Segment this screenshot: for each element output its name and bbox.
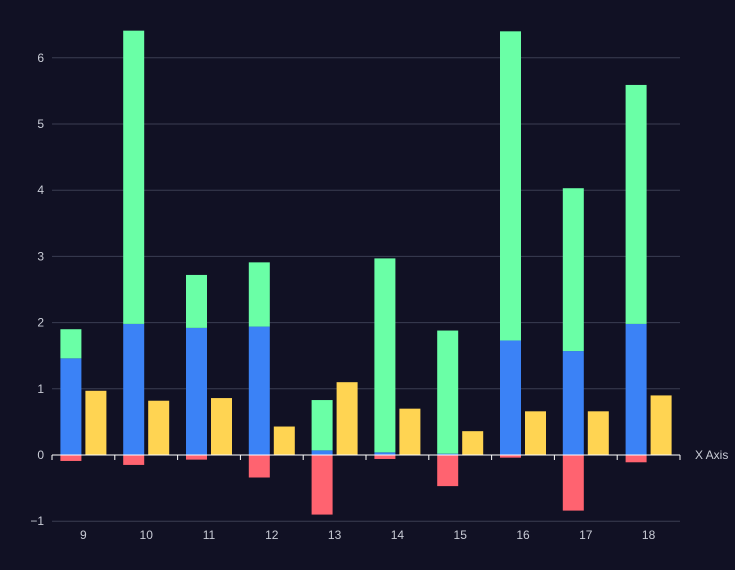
bar-stack-2-15 bbox=[437, 455, 459, 487]
x-tick-label: 16 bbox=[516, 528, 530, 542]
bar-stack-2-11 bbox=[186, 455, 207, 460]
bar-stack-0-17 bbox=[562, 351, 584, 455]
x-axis bbox=[51, 454, 681, 460]
bar-side-0-18 bbox=[650, 395, 672, 455]
x-tick-label: 10 bbox=[140, 528, 154, 542]
bar-stack-0-13 bbox=[311, 450, 333, 455]
bar-stack-2-9 bbox=[60, 455, 82, 461]
bar-stack-0-15 bbox=[437, 453, 459, 455]
y-tick-label: 4 bbox=[37, 183, 44, 197]
bar-side-0-11 bbox=[211, 398, 232, 455]
bar-stack-2-17 bbox=[562, 455, 584, 511]
bar-stack-2-12 bbox=[248, 455, 270, 478]
x-tick-label: 17 bbox=[579, 528, 593, 542]
bar-stack-1-15 bbox=[437, 330, 459, 454]
x-tick-label: 14 bbox=[391, 528, 405, 542]
bar-stack-0-9 bbox=[60, 358, 82, 455]
bar-stack-0-10 bbox=[123, 323, 145, 455]
grid bbox=[52, 57, 680, 522]
bar-stack-1-12 bbox=[248, 262, 270, 327]
bar-stack-1-14 bbox=[374, 258, 396, 453]
x-tick-label: 13 bbox=[328, 528, 342, 542]
bar-side-0-10 bbox=[148, 400, 170, 455]
bar-stack-2-16 bbox=[500, 455, 521, 458]
bar-side-0-17 bbox=[587, 411, 609, 455]
bar-stack-1-18 bbox=[625, 84, 647, 324]
bar-stack-2-10 bbox=[123, 455, 145, 465]
bar-stack-0-14 bbox=[374, 452, 396, 455]
bar-stack-1-10 bbox=[123, 30, 145, 324]
bar-stack-1-11 bbox=[186, 274, 207, 328]
bar-side-0-13 bbox=[336, 382, 358, 455]
x-axis-title: X Axis bbox=[695, 448, 728, 462]
bar-side-0-16 bbox=[525, 411, 546, 455]
y-tick-label: 1 bbox=[37, 382, 44, 396]
x-tick-label: 11 bbox=[203, 528, 216, 542]
y-tick-label: −1 bbox=[30, 514, 44, 528]
x-tick-label: 12 bbox=[265, 528, 279, 542]
bar-stack-1-9 bbox=[60, 329, 82, 359]
bar-stack-0-12 bbox=[248, 326, 270, 455]
x-tick-label: 18 bbox=[642, 528, 656, 542]
y-tick-label: 6 bbox=[37, 51, 44, 65]
bar-stack-1-16 bbox=[500, 31, 521, 341]
bar-stack-2-13 bbox=[311, 455, 333, 515]
bar-stack-2-18 bbox=[625, 455, 647, 463]
bar-stack-0-11 bbox=[186, 327, 207, 455]
x-tick-label: 15 bbox=[454, 528, 468, 542]
bar-side-0-9 bbox=[85, 390, 107, 455]
bars bbox=[60, 30, 672, 515]
y-tick-label: 0 bbox=[37, 448, 44, 462]
y-tick-label: 5 bbox=[37, 117, 44, 131]
bar-stack-0-18 bbox=[625, 323, 647, 455]
bar-stack-2-14 bbox=[374, 455, 396, 459]
y-tick-label: 2 bbox=[37, 316, 44, 330]
bar-side-0-14 bbox=[399, 408, 421, 455]
bar-stack-1-17 bbox=[562, 188, 584, 352]
bar-side-0-15 bbox=[462, 431, 484, 455]
bar-stack-0-16 bbox=[500, 340, 521, 455]
y-tick-label: 3 bbox=[37, 249, 44, 263]
bar-stack-1-13 bbox=[311, 400, 333, 451]
bar-side-0-12 bbox=[273, 426, 295, 455]
x-tick-label: 9 bbox=[80, 528, 87, 542]
